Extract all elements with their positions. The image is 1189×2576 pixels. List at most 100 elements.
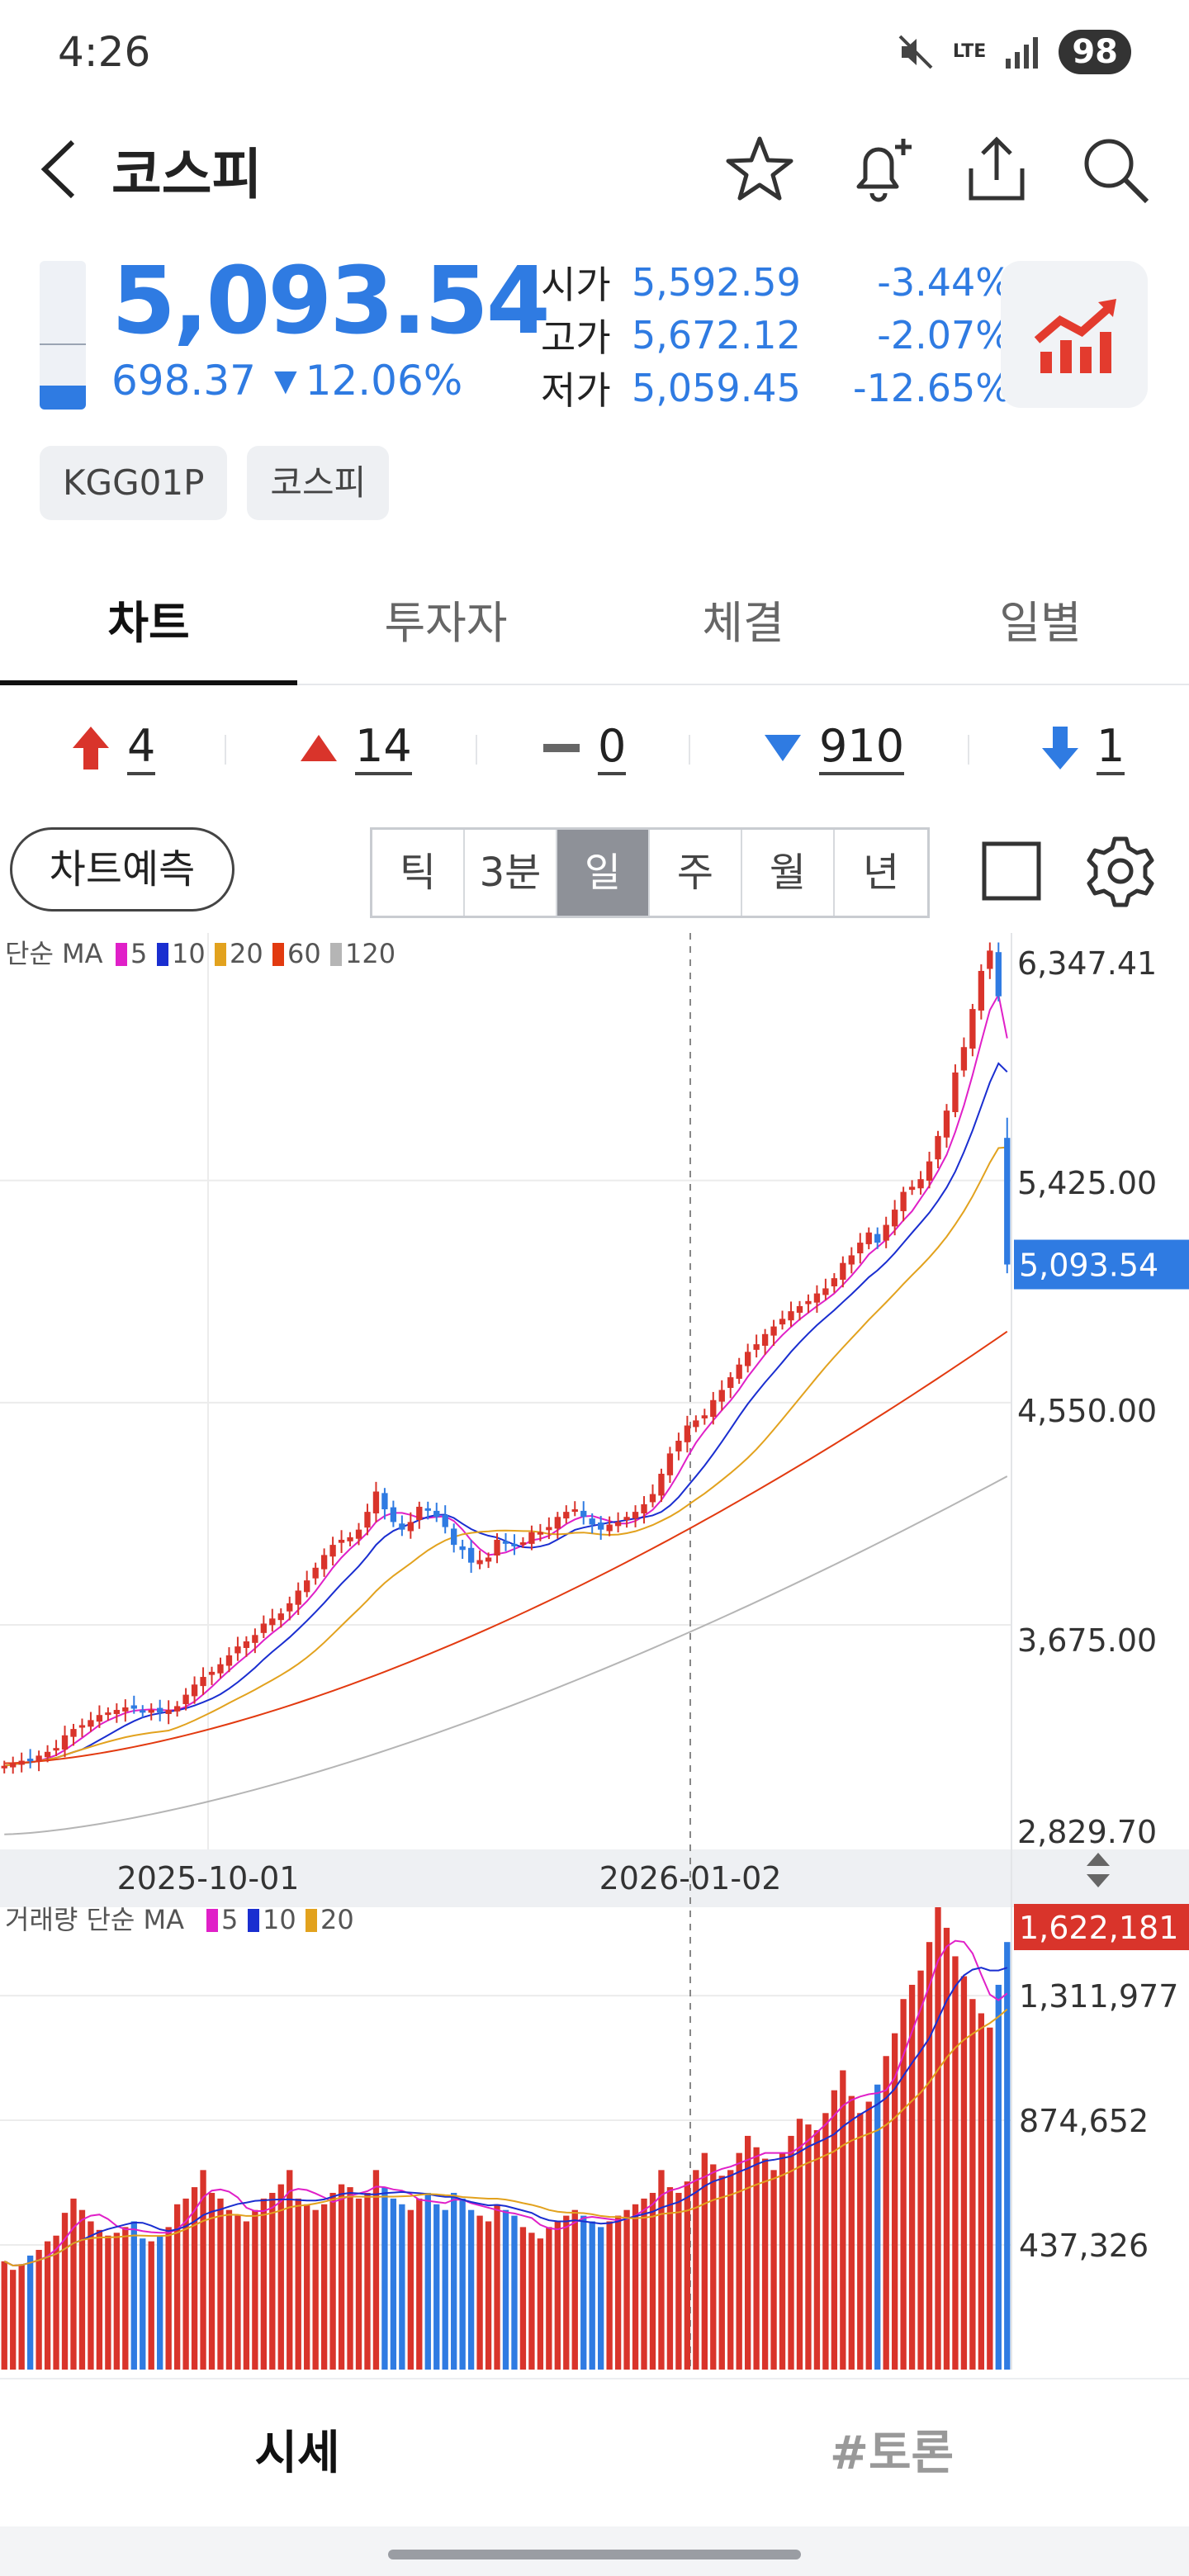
volume-bar	[978, 2013, 985, 2370]
candle	[304, 1580, 310, 1593]
tag-market[interactable]: 코스피	[247, 446, 390, 520]
fullscreen-icon[interactable]	[974, 834, 1049, 908]
legend-period: 60	[287, 938, 321, 969]
period-month[interactable]: 월	[742, 830, 835, 916]
candle	[943, 1110, 950, 1138]
period-year[interactable]: 년	[835, 830, 927, 916]
legend-period: 20	[230, 938, 263, 969]
date-axis-tick: 2025-10-01	[117, 1860, 300, 1896]
volume-bar	[252, 2209, 258, 2370]
tab-chart[interactable]: 차트	[107, 597, 190, 649]
stock-chart[interactable]: 단순 MA 5 10 20 60 120 거래량 단순 MA 5 10 20 6,347.41 5,4…	[0, 933, 1189, 2370]
volume-bar	[225, 2209, 233, 2370]
volume-bar	[554, 2221, 561, 2370]
legend-swatch	[215, 943, 226, 966]
tab-trades[interactable]: 체결	[702, 597, 784, 649]
tab-discussion[interactable]: #토론	[830, 2427, 954, 2480]
volume-bar	[70, 2198, 77, 2370]
home-gesture-handle[interactable]	[388, 2550, 801, 2559]
tag-code[interactable]: KGG01P	[40, 446, 228, 520]
candle	[978, 970, 985, 1011]
volume-bar	[606, 2221, 613, 2370]
period-3min[interactable]: 3분	[465, 830, 557, 916]
candle	[260, 1623, 268, 1633]
period-week[interactable]: 주	[650, 830, 742, 916]
volume-bar	[960, 1976, 968, 2370]
candle	[960, 1047, 968, 1071]
candle	[329, 1545, 336, 1557]
breadth-down[interactable]: 910	[763, 715, 905, 781]
candle	[338, 1539, 345, 1543]
tab-daily[interactable]: 일별	[999, 597, 1082, 649]
breadth-flat[interactable]: 0	[542, 715, 627, 781]
search-icon[interactable]	[1078, 132, 1152, 206]
candle	[269, 1618, 276, 1626]
candle	[433, 1510, 440, 1518]
alert-bell-icon[interactable]	[844, 132, 918, 206]
tab-quote[interactable]: 시세	[254, 2427, 340, 2480]
breadth-up[interactable]: 14	[299, 715, 412, 781]
mute-icon	[898, 35, 933, 69]
down-count: 910	[819, 721, 905, 775]
candle	[494, 1539, 500, 1556]
volume-bar	[840, 2070, 846, 2370]
chart-forecast-button[interactable]: 차트예측	[10, 827, 234, 912]
candle	[53, 1748, 59, 1751]
volume-bar	[44, 2241, 51, 2370]
candle	[1004, 1138, 1011, 1265]
tab-investors[interactable]: 투자자	[384, 597, 508, 649]
settings-gear-icon[interactable]	[1082, 832, 1159, 910]
network-label: LTE	[952, 41, 987, 62]
volume-bar	[537, 2238, 544, 2370]
volume-bar	[304, 2204, 310, 2370]
candle	[61, 1735, 69, 1750]
page-title: 코스피	[111, 143, 263, 206]
chart-canvas[interactable]: 단순 MA 5 10 20 60 120 거래량 단순 MA 5 10 20 6,347.41 5,4…	[0, 933, 1189, 2370]
volume-bar	[675, 2192, 682, 2370]
active-tab-indicator	[0, 680, 297, 685]
volume-bar	[632, 2204, 639, 2370]
candle	[234, 1646, 241, 1654]
open-label: 시가	[541, 263, 611, 307]
candle	[10, 1763, 17, 1768]
legend-period: 5	[130, 938, 147, 969]
candle	[840, 1262, 846, 1280]
candle	[130, 1705, 137, 1709]
candle	[252, 1635, 258, 1643]
candle	[36, 1755, 42, 1761]
volume-bar	[736, 2152, 742, 2370]
volume-bar	[381, 2187, 388, 2370]
mini-chart-button[interactable]	[1001, 261, 1148, 408]
volume-bar	[217, 2198, 224, 2370]
volume-bar	[753, 2147, 760, 2370]
candle	[632, 1512, 639, 1519]
back-icon[interactable]	[33, 132, 91, 206]
status-bar: 4:26 LTE 98	[0, 0, 1189, 107]
volume-bar	[666, 2187, 674, 2370]
current-price-label: 5,093.54	[1019, 1248, 1158, 1284]
candle	[580, 1510, 587, 1518]
candle	[78, 1725, 86, 1728]
volume-bar	[848, 2095, 855, 2370]
candle	[442, 1514, 448, 1527]
date-axis-band	[0, 1849, 1189, 1907]
share-icon[interactable]	[959, 132, 1034, 206]
volume-bar	[329, 2192, 336, 2370]
candle	[693, 1420, 699, 1428]
period-day[interactable]: 일	[557, 830, 650, 916]
breadth-lower-limit[interactable]: 1	[1040, 715, 1125, 781]
volume-bar	[148, 2241, 154, 2370]
candle	[788, 1311, 794, 1321]
high-value: 5,672.12	[632, 313, 801, 358]
candle	[761, 1333, 769, 1346]
legend-swatch	[272, 943, 284, 966]
candle	[753, 1344, 760, 1350]
volume-bar	[641, 2198, 647, 2370]
breadth-upper-limit[interactable]: 4	[71, 715, 156, 781]
candle	[295, 1590, 301, 1605]
period-tick[interactable]: 틱	[372, 830, 465, 916]
volume-bar	[243, 2221, 250, 2370]
quote-summary: 5,093.54 698.37 ▼ 12.06% 시가 5,592.59 -3.…	[0, 248, 1189, 429]
favorite-star-icon[interactable]	[722, 132, 797, 206]
volume-bar	[18, 2264, 25, 2370]
